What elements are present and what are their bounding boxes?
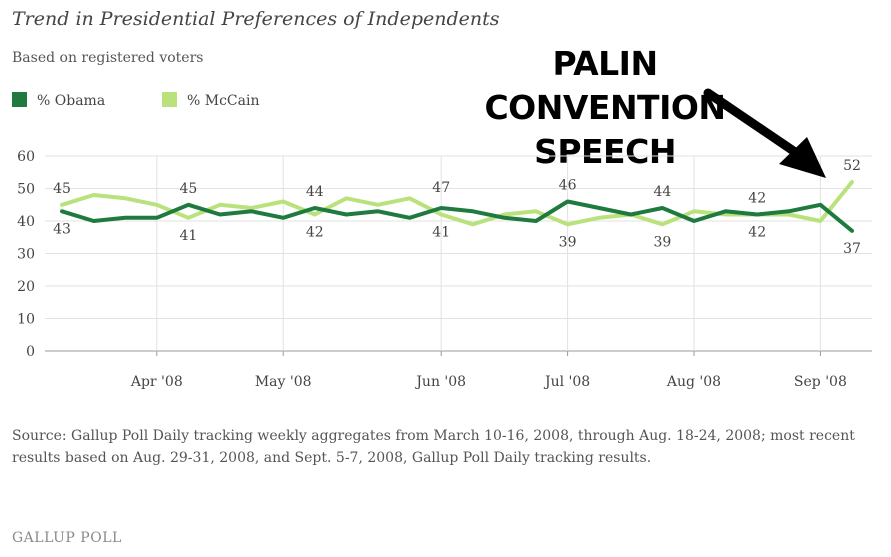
legend-swatch-mccain: [162, 92, 177, 107]
series-line-obama: [60, 199, 854, 233]
legend-item-mccain: % McCain: [162, 92, 259, 109]
data-label-mccain: 42: [748, 225, 766, 241]
legend-item-obama: % Obama: [12, 92, 105, 109]
y-tick-label: 0: [26, 344, 35, 360]
data-label-obama: 47: [432, 180, 450, 196]
y-tick-label: 50: [17, 182, 35, 198]
palin-annotation: PALIN CONVENTION SPEECH: [460, 42, 750, 174]
data-label-obama: 44: [653, 184, 671, 200]
source-note: Source: Gallup Poll Daily tracking weekl…: [12, 428, 855, 466]
chart-title: Trend in Presidential Preferences of Ind…: [12, 8, 500, 30]
data-label-mccain: 39: [653, 234, 671, 250]
data-label-obama: 43: [53, 221, 71, 237]
y-tick-label: 20: [17, 279, 35, 295]
data-label-mccain: 41: [179, 228, 197, 244]
chart-subtitle: Based on registered voters: [12, 50, 204, 66]
x-tick-label: Apr '08: [130, 374, 183, 390]
x-tick-label: Jun '08: [414, 374, 466, 390]
line-chart: 0 10 20 30 40 50 60 Apr '08 May '08 Jun '08 Jul '0…: [17, 149, 872, 390]
x-tick-label: May '08: [255, 374, 312, 390]
legend-swatch-obama: [12, 92, 27, 107]
x-tick-label: Aug '08: [666, 374, 721, 390]
data-label-mccain: 41: [432, 225, 450, 241]
y-tick-label: 10: [17, 312, 35, 328]
x-tick-label: Jul '08: [543, 374, 590, 390]
data-label-mccain: 52: [843, 158, 861, 174]
data-label-obama: 46: [559, 178, 577, 194]
y-tick-label: 60: [17, 149, 35, 165]
data-label-mccain: 45: [53, 181, 71, 197]
legend-label-mccain: % McCain: [187, 93, 260, 109]
data-label-obama: 37: [843, 241, 861, 257]
annotation-line-1: PALIN CONVENTION: [484, 44, 726, 127]
y-tick-label: 30: [17, 247, 35, 263]
data-label-mccain: 42: [748, 191, 766, 207]
annotation-line-2: SPEECH: [534, 132, 676, 171]
x-tick-label: Sep '08: [794, 374, 847, 390]
y-tick-label: 40: [17, 214, 35, 230]
data-label-obama: 45: [179, 181, 197, 197]
legend-label-obama: % Obama: [37, 93, 106, 109]
data-label-mccain: 39: [559, 234, 577, 250]
data-label-obama: 44: [306, 184, 324, 200]
data-label-mccain: 42: [306, 225, 324, 241]
gallup-poll-logo: GALLUP POLL: [12, 530, 122, 546]
